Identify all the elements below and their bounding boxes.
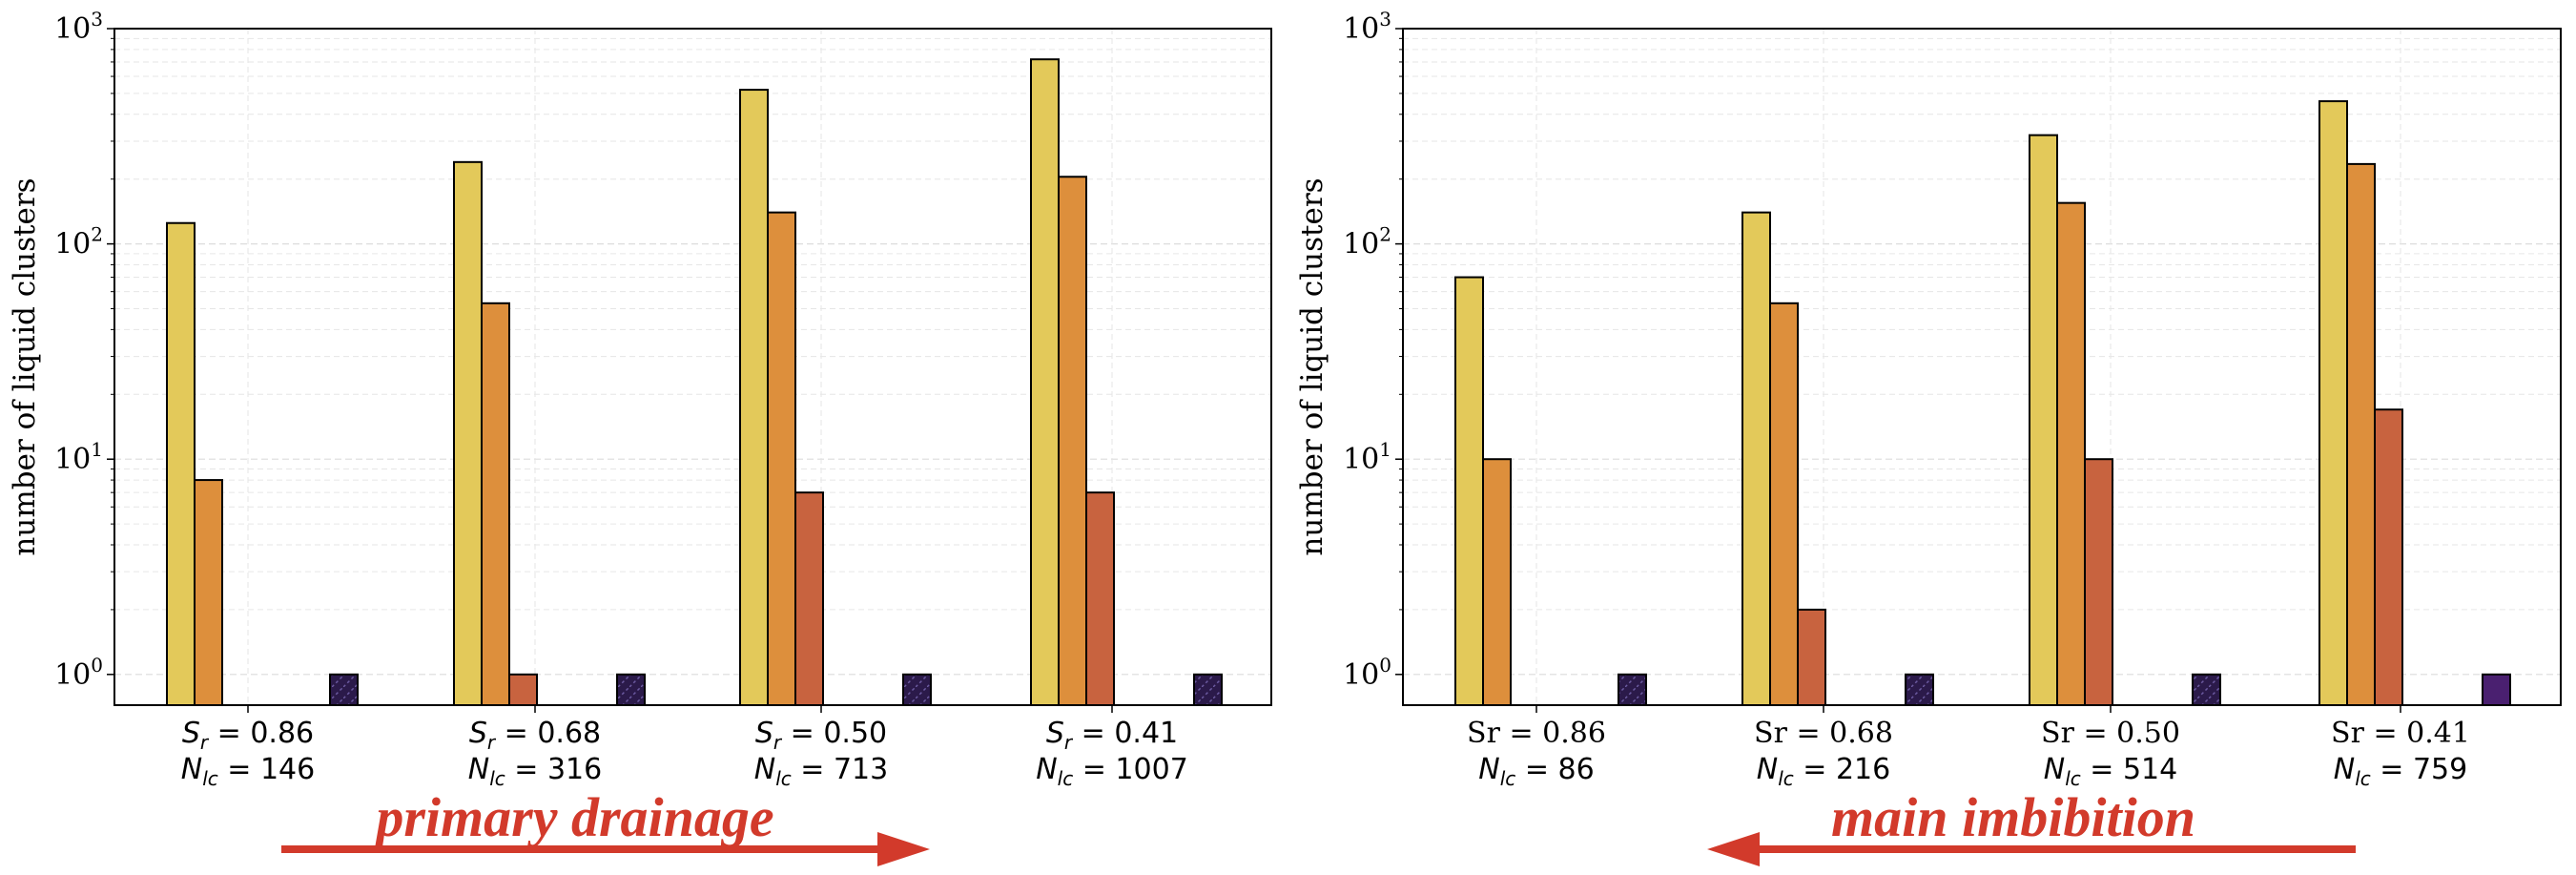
process-banner-label: main imbibition [1831, 786, 2195, 848]
bar-cluster-class-1 [166, 221, 196, 706]
category-saturation-label: Sr = 0.41 [1046, 717, 1178, 754]
bar-cluster-class-1 [1741, 211, 1771, 706]
category-cluster-count-label: Nlc = 1007 [1036, 753, 1188, 790]
category-cluster-count-label: Nlc = 514 [2044, 753, 2178, 790]
bar-cluster-class-percolating [329, 673, 359, 706]
category-saturation-label: Sr = 0.86 [1467, 717, 1606, 750]
bar-cluster-class-percolating [1905, 673, 1934, 706]
y-axis-label: number of liquid clusters [1295, 177, 1329, 555]
category-saturation-label: Sr = 0.86 [182, 717, 314, 754]
category-saturation-label: Sr = 0.68 [469, 717, 601, 754]
bar-cluster-class-1 [2318, 100, 2348, 706]
bar-cluster-class-2 [1769, 302, 1799, 706]
category-saturation-label: Sr = 0.50 [755, 717, 887, 754]
y-tick-label: 101 [54, 438, 103, 476]
bar-cluster-class-percolating [1618, 673, 1647, 706]
y-tick-label: 101 [1343, 438, 1391, 476]
bar-cluster-class-2 [194, 479, 223, 706]
bar-cluster-class-1 [2029, 134, 2058, 707]
y-axis-label: number of liquid clusters [8, 177, 42, 555]
category-saturation-label: Sr = 0.68 [1754, 717, 1893, 750]
direction-arrow-head [1707, 832, 1760, 866]
bar-cluster-class-2 [767, 211, 796, 706]
y-tick-label: 102 [1343, 223, 1391, 261]
y-tick-label: 100 [54, 654, 103, 692]
bar-cluster-class-3 [1085, 491, 1115, 707]
direction-arrow-head [877, 832, 930, 866]
category-saturation-label: Sr = 0.50 [2041, 717, 2180, 750]
bar-cluster-class-3 [794, 491, 824, 707]
category-saturation-label: Sr = 0.41 [2331, 717, 2470, 750]
bar-cluster-class-percolating [902, 673, 932, 706]
bar-cluster-class-3 [2374, 408, 2403, 706]
y-tick-label: 102 [54, 223, 103, 261]
y-tick-label: 100 [1343, 654, 1391, 692]
process-banner-label: primary drainage [371, 786, 773, 848]
bar-cluster-class-1 [1030, 58, 1060, 706]
bar-cluster-class-2 [481, 302, 510, 706]
axes-frame [113, 28, 1272, 706]
y-tick-label: 103 [54, 8, 103, 46]
bar-cluster-class-2 [2056, 201, 2086, 706]
bar-cluster-class-2 [1058, 176, 1087, 707]
bar-cluster-class-percolating [2192, 673, 2221, 706]
axes-frame [1402, 28, 2562, 706]
bar-cluster-class-1 [1454, 276, 1484, 706]
category-cluster-count-label: Nlc = 316 [468, 753, 603, 790]
bar-cluster-class-percolating [616, 673, 646, 706]
bar-cluster-class-3 [508, 673, 538, 706]
category-cluster-count-label: Nlc = 86 [1478, 753, 1594, 790]
y-tick-label: 103 [1343, 8, 1391, 46]
bar-cluster-class-percolating [2482, 673, 2511, 706]
bar-cluster-class-1 [453, 160, 483, 706]
category-cluster-count-label: Nlc = 759 [2334, 753, 2468, 790]
category-cluster-count-label: Nlc = 216 [1757, 753, 1891, 790]
bar-cluster-class-percolating [1193, 673, 1223, 706]
bar-cluster-class-1 [739, 89, 769, 707]
category-cluster-count-label: Nlc = 713 [754, 753, 889, 790]
bar-cluster-class-2 [2346, 162, 2376, 706]
bar-cluster-class-3 [1797, 608, 1826, 706]
bar-cluster-class-3 [2084, 458, 2113, 706]
bar-cluster-class-2 [1482, 458, 1512, 706]
category-cluster-count-label: Nlc = 146 [181, 753, 316, 790]
